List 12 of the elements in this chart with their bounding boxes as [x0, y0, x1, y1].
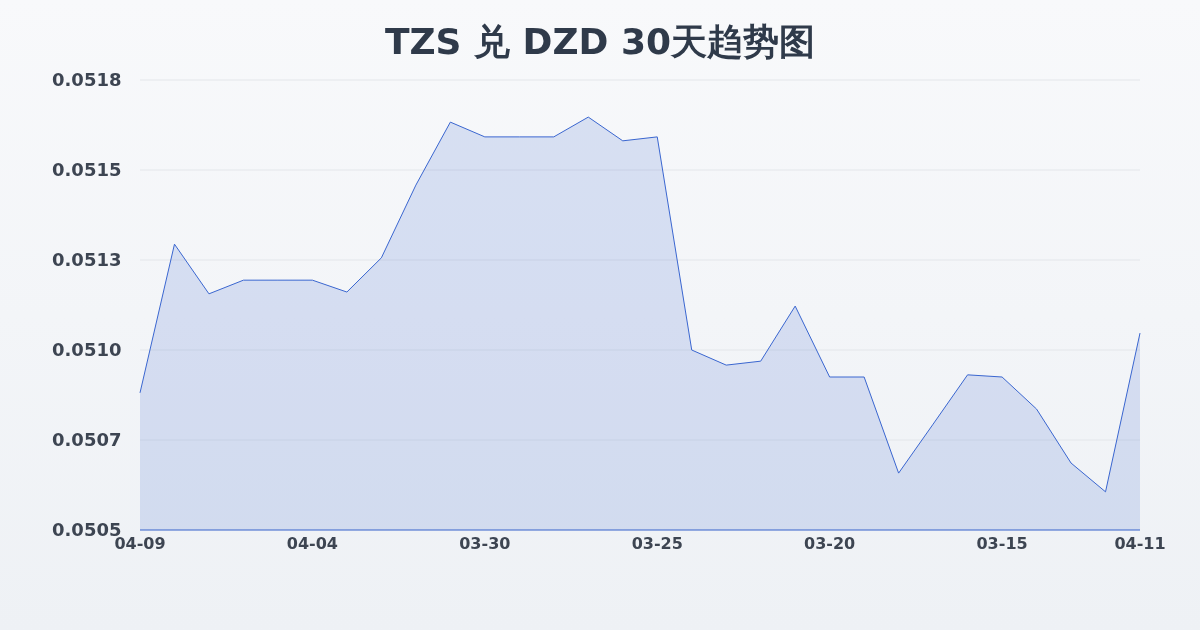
y-tick-label: 0.0510	[52, 339, 122, 360]
x-tick-label: 03-30	[459, 534, 511, 554]
x-tick-label: 03-20	[804, 534, 856, 554]
y-tick-label: 0.0518	[52, 69, 122, 90]
y-tick-label: 0.0507	[52, 429, 122, 450]
y-tick-label: 0.0515	[52, 159, 122, 180]
y-tick-label: 0.0513	[52, 249, 122, 270]
x-tick-label: 04-11	[1114, 534, 1166, 554]
x-tick-label: 04-04	[286, 534, 338, 554]
x-tick-label: 03-15	[976, 534, 1028, 554]
x-tick-label: 03-25	[631, 534, 683, 554]
chart-title: TZS 兑 DZD 30天趋势图	[383, 20, 817, 64]
